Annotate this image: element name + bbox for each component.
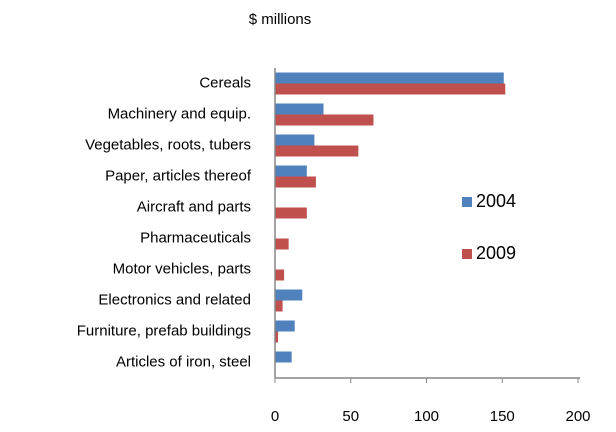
bar (275, 72, 504, 84)
y-tick-label: Electronics and related (98, 291, 251, 308)
bar (275, 176, 316, 188)
x-tick-label: 50 (342, 408, 359, 425)
y-tick-label: Pharmaceuticals (140, 229, 251, 246)
y-tick-label: Vegetables, roots, tubers (85, 136, 251, 153)
bar (275, 145, 359, 157)
bar (275, 114, 374, 126)
y-tick-label: Machinery and equip. (108, 105, 251, 122)
legend-swatch (462, 197, 472, 207)
bar (275, 269, 285, 281)
bar (275, 351, 292, 363)
y-tick-label: Furniture, prefab buildings (77, 322, 251, 339)
bar (275, 207, 307, 219)
bar (275, 238, 289, 250)
x-tick-label: 200 (565, 408, 590, 425)
bar (275, 103, 324, 115)
bar (275, 331, 279, 343)
legend-label: 2004 (476, 191, 516, 211)
x-tick-label: 150 (490, 408, 515, 425)
bar (275, 165, 307, 177)
legend-swatch (462, 249, 472, 259)
bar (275, 134, 315, 146)
y-tick-label: Cereals (199, 74, 251, 91)
y-tick-label: Aircraft and parts (137, 198, 251, 215)
legend: 2004 2009 (462, 191, 516, 263)
bar (275, 83, 506, 95)
legend-label: 2009 (476, 243, 516, 263)
y-tick-label: Articles of iron, steel (116, 353, 251, 370)
bar (275, 300, 283, 312)
y-tick-label: Motor vehicles, parts (113, 260, 251, 277)
chart-title: $ millions (249, 11, 312, 28)
x-tick-label: 0 (271, 408, 279, 425)
x-tick-label: 100 (414, 408, 439, 425)
y-tick-label: Paper, articles thereof (105, 167, 252, 184)
bar (275, 320, 295, 332)
bar (275, 289, 303, 301)
